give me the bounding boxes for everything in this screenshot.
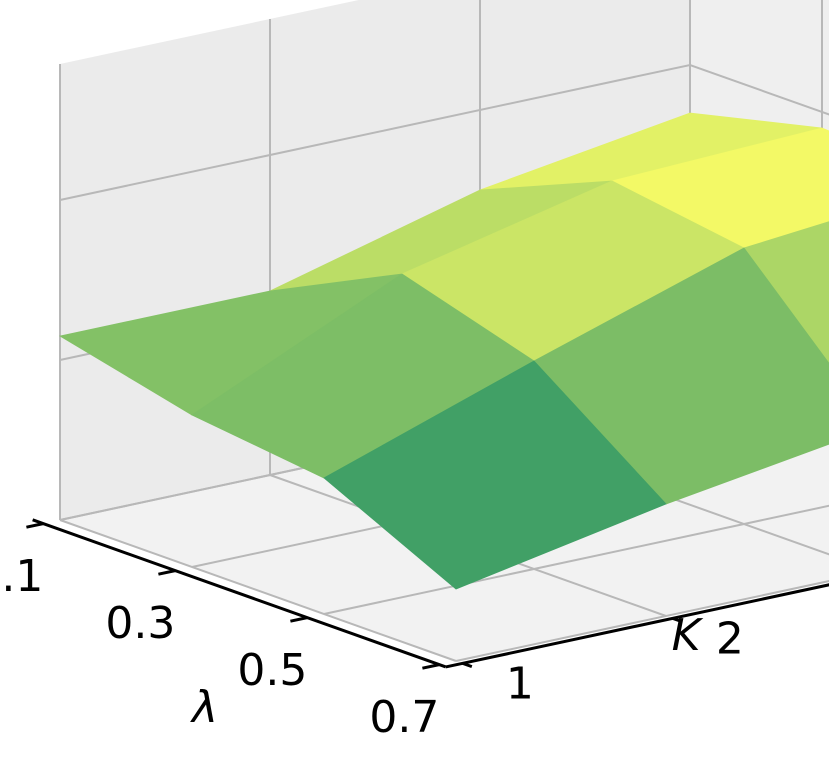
surface-mesh: [58, 112, 829, 590]
x-tick-1: [158, 569, 176, 576]
axis-titles: λ K: [190, 610, 704, 733]
y-tick-label-0: 1: [506, 659, 534, 710]
surface-patch-2-0: [323, 360, 667, 590]
floor-grid-x-3: [455, 580, 829, 662]
y-tick-1: [672, 616, 683, 624]
x-tick-label-0: 0.1: [0, 551, 43, 602]
floor-grid-x-2: [323, 504, 829, 615]
floor-grid-y-0: [59, 519, 457, 662]
x-tick-3: [422, 663, 440, 670]
y-axis-line: [445, 583, 829, 669]
y-tick-label-1: 2: [716, 614, 744, 665]
x-tick-2: [290, 616, 308, 623]
y-axis-title: K: [672, 610, 704, 661]
x-axis-line: [32, 518, 447, 669]
y-tick-0: [462, 661, 473, 669]
x-axis-title: λ: [190, 682, 218, 733]
x-tick-label-2: 0.5: [237, 645, 307, 696]
surface-patch-2-2: [743, 221, 829, 364]
axis-lines: [26, 518, 829, 670]
tick-labels: 0.10.30.50.7124694.294.695.0: [0, 551, 744, 743]
x-tick-0: [26, 522, 44, 529]
x-tick-label-1: 0.3: [105, 598, 175, 649]
x-tick-label-3: 0.7: [369, 692, 439, 743]
